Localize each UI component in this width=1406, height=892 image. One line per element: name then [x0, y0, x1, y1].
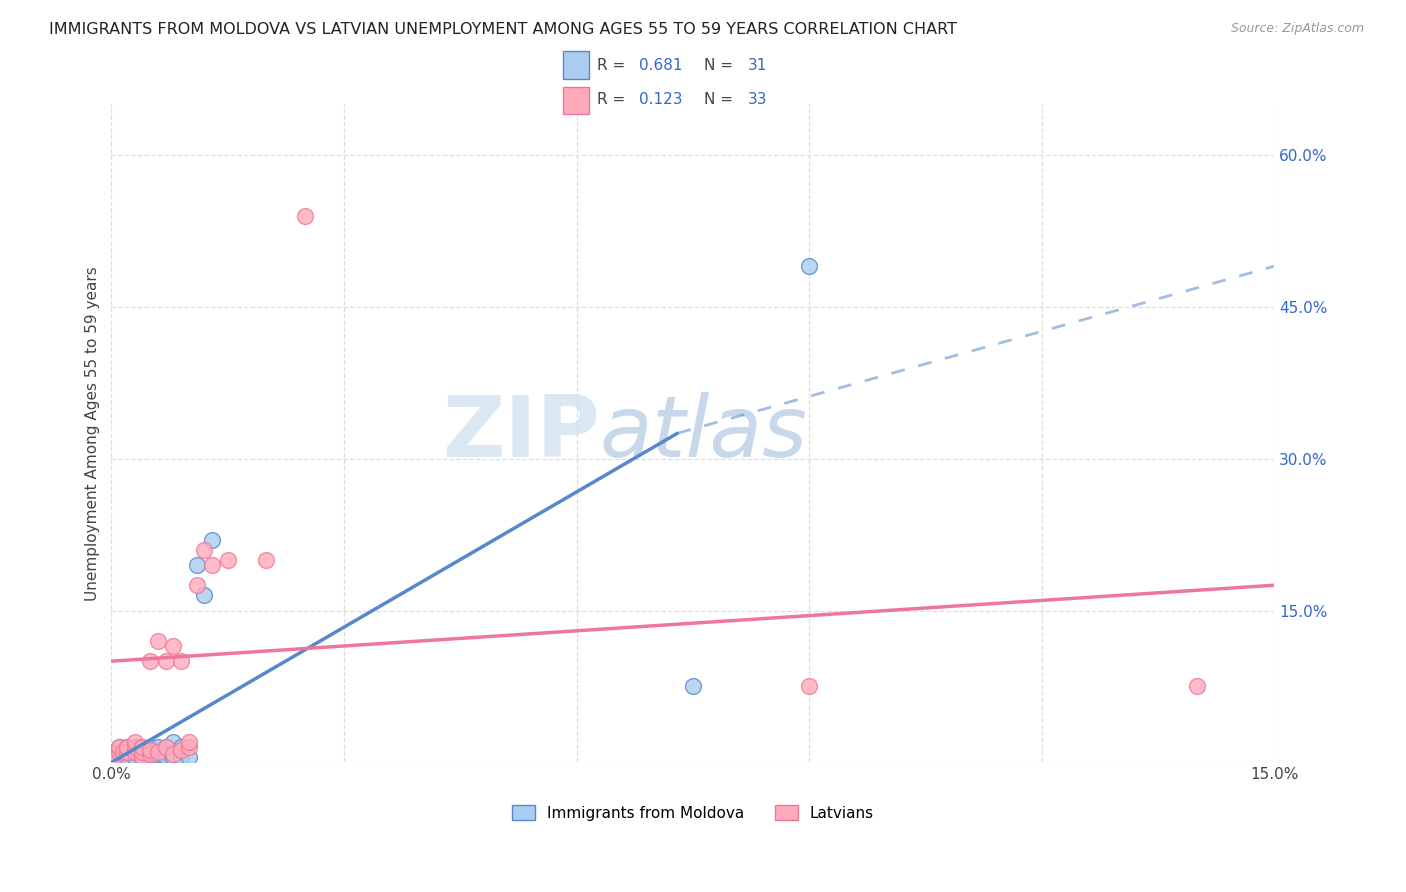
Text: 31: 31 — [748, 58, 768, 72]
Text: R =: R = — [598, 58, 630, 72]
Point — [104, 750, 127, 764]
Point — [139, 745, 162, 759]
Point — [186, 578, 208, 592]
Point — [682, 680, 704, 694]
Text: atlas: atlas — [600, 392, 808, 475]
Point — [115, 745, 138, 759]
Point — [139, 740, 162, 755]
Text: 0.123: 0.123 — [638, 93, 682, 107]
Point — [186, 558, 208, 572]
Text: ZIP: ZIP — [441, 392, 600, 475]
Point — [162, 747, 184, 762]
Y-axis label: Unemployment Among Ages 55 to 59 years: Unemployment Among Ages 55 to 59 years — [86, 266, 100, 600]
Text: R =: R = — [598, 93, 630, 107]
Point — [193, 588, 215, 602]
Text: 0.681: 0.681 — [638, 58, 682, 72]
Point — [201, 533, 224, 547]
Point — [115, 750, 138, 764]
Point — [124, 745, 146, 759]
Point — [124, 745, 146, 759]
Point — [108, 745, 131, 759]
Point — [146, 750, 169, 764]
Point — [1185, 680, 1208, 694]
Point — [124, 735, 146, 749]
Point — [217, 553, 239, 567]
Point — [120, 745, 142, 759]
Point — [799, 259, 821, 273]
Point — [146, 747, 169, 762]
Point — [201, 558, 224, 572]
Point — [170, 750, 193, 764]
Point — [131, 750, 153, 764]
Point — [139, 654, 162, 668]
Text: IMMIGRANTS FROM MOLDOVA VS LATVIAN UNEMPLOYMENT AMONG AGES 55 TO 59 YEARS CORREL: IMMIGRANTS FROM MOLDOVA VS LATVIAN UNEMP… — [49, 22, 957, 37]
Text: 33: 33 — [748, 93, 768, 107]
Point — [162, 639, 184, 653]
Point — [170, 654, 193, 668]
Point — [799, 680, 821, 694]
Point — [139, 743, 162, 757]
Point — [170, 743, 193, 757]
Point — [177, 750, 200, 764]
Point — [112, 747, 135, 762]
Point — [124, 740, 146, 755]
Point — [146, 634, 169, 648]
Point — [115, 740, 138, 755]
Point — [108, 740, 131, 755]
Point — [104, 750, 127, 764]
Point — [162, 750, 184, 764]
Point — [131, 740, 153, 755]
Point — [170, 740, 193, 755]
Text: N =: N = — [703, 58, 738, 72]
Point — [131, 745, 153, 759]
Bar — [564, 87, 589, 114]
Point — [108, 740, 131, 755]
Point — [256, 553, 278, 567]
Bar — [564, 52, 589, 78]
Point — [177, 740, 200, 755]
Point — [155, 750, 177, 764]
Point — [146, 740, 169, 755]
Point — [155, 740, 177, 755]
Text: N =: N = — [703, 93, 738, 107]
Text: Source: ZipAtlas.com: Source: ZipAtlas.com — [1230, 22, 1364, 36]
Point — [131, 740, 153, 755]
Point — [131, 745, 153, 759]
Point — [155, 654, 177, 668]
Point — [115, 740, 138, 755]
Legend: Immigrants from Moldova, Latvians: Immigrants from Moldova, Latvians — [512, 805, 875, 821]
Point — [139, 747, 162, 762]
Point — [193, 542, 215, 557]
Point — [294, 209, 316, 223]
Point — [155, 740, 177, 755]
Point — [131, 750, 153, 764]
Point — [124, 750, 146, 764]
Point — [124, 740, 146, 755]
Point — [112, 745, 135, 759]
Point — [146, 745, 169, 759]
Point — [177, 735, 200, 749]
Point — [139, 750, 162, 764]
Point — [162, 735, 184, 749]
Point — [108, 745, 131, 759]
